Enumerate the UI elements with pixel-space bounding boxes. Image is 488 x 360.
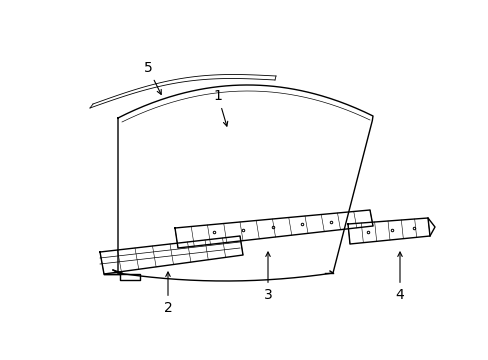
Text: 4: 4 xyxy=(395,252,404,302)
Text: 2: 2 xyxy=(163,272,172,315)
Text: 1: 1 xyxy=(213,89,227,126)
Text: 3: 3 xyxy=(263,252,272,302)
Text: 5: 5 xyxy=(143,61,161,94)
